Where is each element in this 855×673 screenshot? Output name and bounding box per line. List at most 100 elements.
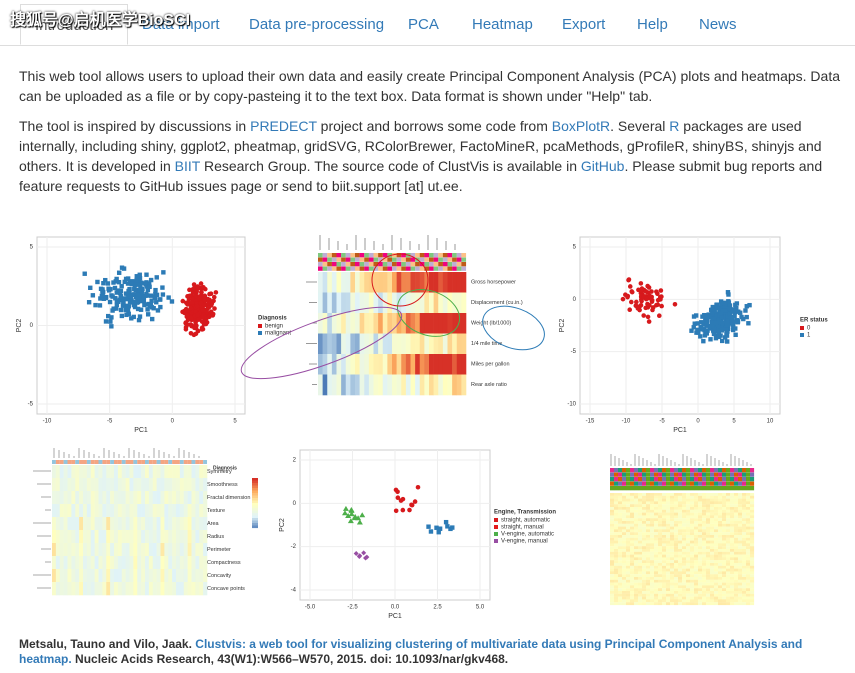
tab[interactable]: PCA	[408, 16, 439, 33]
annotation-cell	[429, 257, 434, 262]
heat-cell	[750, 540, 755, 544]
heat-cell	[686, 493, 691, 496]
tab[interactable]: Data pre-processing	[249, 16, 385, 33]
heat-cell	[618, 596, 623, 600]
tab[interactable]: News	[699, 16, 737, 33]
heat-cell	[642, 498, 647, 502]
heat-cell	[148, 530, 154, 544]
heat-cell	[734, 588, 739, 592]
point	[204, 316, 209, 321]
link[interactable]: PREDECT	[250, 118, 317, 134]
point	[114, 306, 119, 311]
heat-cell	[666, 571, 671, 575]
link[interactable]: BIIT	[174, 158, 201, 174]
annotation-cell	[618, 468, 623, 473]
heat-cell	[626, 560, 631, 564]
heat-cell	[106, 543, 111, 557]
heat-cell	[419, 313, 425, 334]
heat-cell	[336, 354, 342, 375]
heat-cell	[133, 543, 138, 557]
link[interactable]: BoxPlotR	[551, 118, 611, 134]
heat-cell	[646, 518, 651, 522]
point	[115, 288, 121, 293]
heat-cell	[742, 588, 747, 592]
heat-cell	[734, 498, 739, 502]
heat-cell	[710, 582, 715, 586]
heat-cell	[401, 272, 407, 293]
annotation-cell	[654, 468, 659, 473]
heat-cell	[746, 540, 751, 544]
heat-cell	[706, 563, 711, 566]
heat-cell	[638, 602, 643, 606]
heat-cell	[746, 588, 751, 592]
annotation-cell	[634, 477, 639, 482]
heat-cell	[364, 272, 370, 293]
heat-cell	[738, 585, 743, 589]
annotation-cell	[746, 468, 751, 473]
annotation-cell	[336, 266, 342, 271]
heat-cell	[618, 574, 623, 578]
heat-cell	[746, 529, 751, 533]
heat-cell	[187, 569, 192, 583]
heat-cell	[102, 491, 107, 505]
point	[196, 296, 202, 301]
annotation-cell	[614, 477, 619, 482]
heat-cell	[59, 530, 64, 544]
heat-cell	[694, 537, 699, 541]
point	[116, 279, 122, 285]
link[interactable]: R	[669, 118, 680, 134]
heat-cell	[626, 591, 631, 594]
annotation-cell	[618, 477, 623, 482]
color-scale	[252, 480, 258, 484]
tab[interactable]: Help	[637, 16, 668, 33]
heat-cell	[726, 526, 731, 530]
heat-cell	[646, 563, 651, 566]
annotation-cell	[654, 481, 659, 486]
heat-cell	[164, 517, 169, 531]
point	[113, 279, 118, 284]
heat-cell	[634, 551, 639, 555]
y-tick-label: -10	[567, 402, 576, 408]
heat-cell	[433, 292, 439, 314]
heat-cell	[638, 551, 643, 555]
point	[701, 321, 706, 327]
annotation-cell	[438, 257, 443, 262]
tab[interactable]: Heatmap	[472, 16, 533, 33]
annotation-cell	[405, 257, 411, 262]
annotation-cell	[382, 266, 388, 271]
heat-cell	[331, 374, 337, 396]
annotation-cell	[622, 481, 627, 486]
heat-cell	[742, 599, 747, 603]
point	[124, 312, 129, 318]
citation-link[interactable]: Clustvis: a web tool for visualizing clu…	[19, 637, 803, 666]
color-scale	[252, 518, 258, 521]
heat-cell	[730, 504, 735, 508]
heat-cell	[98, 569, 103, 583]
heat-cell	[742, 579, 747, 583]
point	[111, 280, 116, 285]
link[interactable]: GitHub	[580, 158, 625, 174]
tab[interactable]: Introduction	[20, 4, 129, 45]
heat-cell	[71, 491, 76, 505]
heat-cell	[658, 498, 663, 502]
heat-cell	[702, 554, 707, 558]
heat-cell	[674, 571, 679, 575]
point	[125, 308, 131, 313]
heat-cell	[401, 313, 407, 334]
heat-cell	[141, 517, 146, 531]
heat-cell	[110, 478, 115, 492]
heat-cell	[634, 515, 639, 519]
heat-cell	[690, 535, 695, 538]
heat-cell	[614, 551, 619, 555]
heat-cell	[730, 529, 735, 533]
heat-cell	[722, 526, 727, 530]
tab[interactable]: Export	[562, 16, 606, 33]
heat-cell	[630, 577, 635, 580]
heat-cell	[614, 509, 619, 513]
heat-cell	[94, 569, 99, 583]
heat-cell	[195, 556, 200, 570]
heat-cell	[79, 517, 84, 531]
tab[interactable]: Data import	[142, 16, 220, 33]
heat-cell	[114, 478, 119, 492]
heat-cell	[726, 498, 731, 502]
